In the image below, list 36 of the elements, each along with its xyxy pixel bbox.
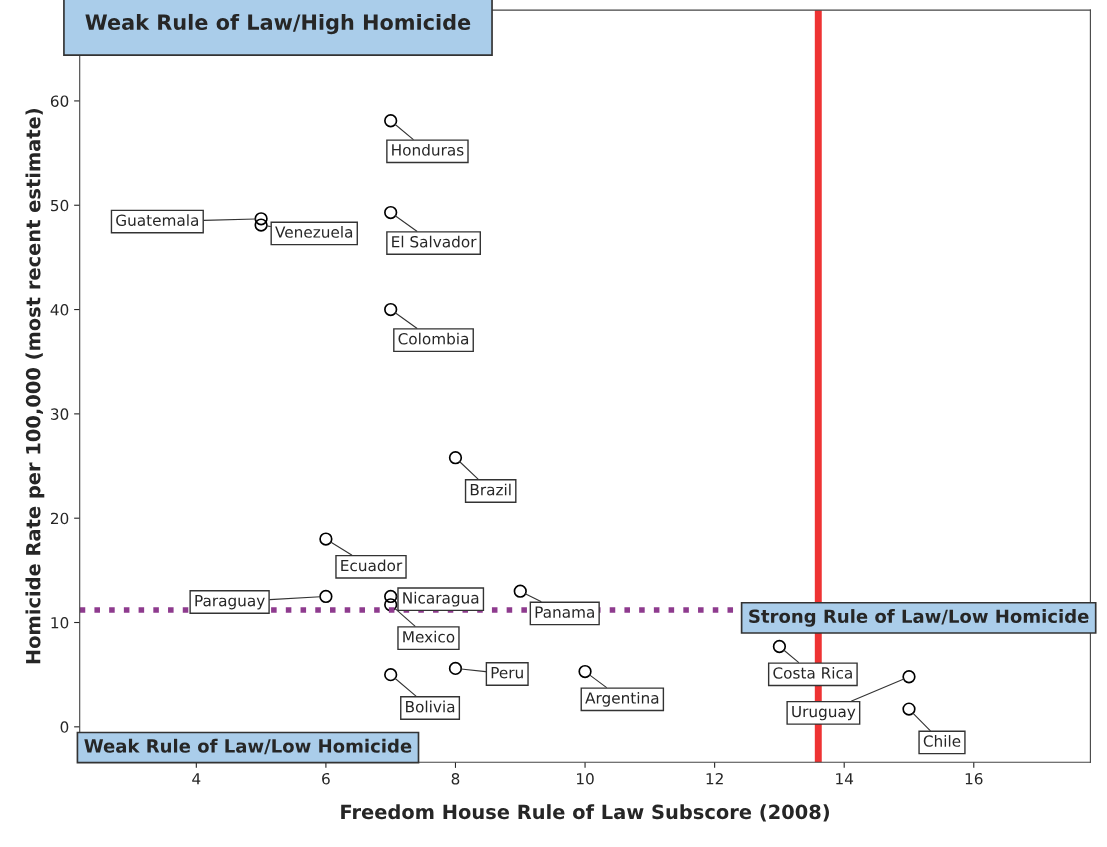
annotation: Ecuador [341, 559, 403, 572]
annotation: Peru [491, 667, 523, 679]
annotation: Nicaragua [403, 591, 479, 607]
y-axis-title: Homicide Rate per 100,000 (most recent estimate) [25, 109, 45, 664]
y-tick-label: 20 [50, 512, 69, 525]
x-tick-label: 4 [192, 773, 201, 785]
x-tick-label: 6 [322, 772, 330, 785]
annotation: Paraguay [195, 595, 265, 610]
y-tick-label: 60 [50, 95, 69, 107]
annotation: Uruguay [792, 705, 856, 721]
y-tick-label: 30 [51, 408, 69, 420]
x-tick-label: 14 [836, 773, 854, 785]
annotation: Honduras [392, 143, 464, 156]
annotation: Brazil [470, 483, 511, 496]
y-tick-label: 50 [51, 199, 69, 212]
annotation: Weak Rule of Law/High Homicide [85, 13, 471, 35]
annotation: Bolivia [406, 700, 455, 713]
annotation: Mexico [403, 630, 455, 643]
annotation: Costa Rica [773, 666, 852, 679]
annotation: Colombia [398, 332, 469, 345]
y-tick-label: 40 [50, 304, 69, 316]
annotation: Guatemala [116, 214, 199, 227]
annotation: Venezuela [275, 226, 353, 238]
annotation: Weak Rule of Law/Low Homicide [84, 738, 412, 755]
annotation: Panama [535, 606, 594, 618]
annotation: Chile [923, 735, 961, 747]
x-tick-label: 10 [577, 772, 594, 785]
annotation: Argentina [585, 691, 659, 707]
x-tick-label: 12 [706, 772, 723, 785]
annotation: Strong Rule of Law/Low Homicide [749, 609, 1089, 627]
x-axis-title: Freedom House Rule of Law Subscore (2008) [341, 804, 830, 822]
y-tick-label: 0 [60, 721, 69, 733]
x-tick-label: 16 [965, 772, 983, 785]
y-tick-label: 10 [51, 616, 69, 629]
x-tick-label: 8 [451, 772, 460, 785]
annotation: El Salvador [392, 235, 477, 248]
